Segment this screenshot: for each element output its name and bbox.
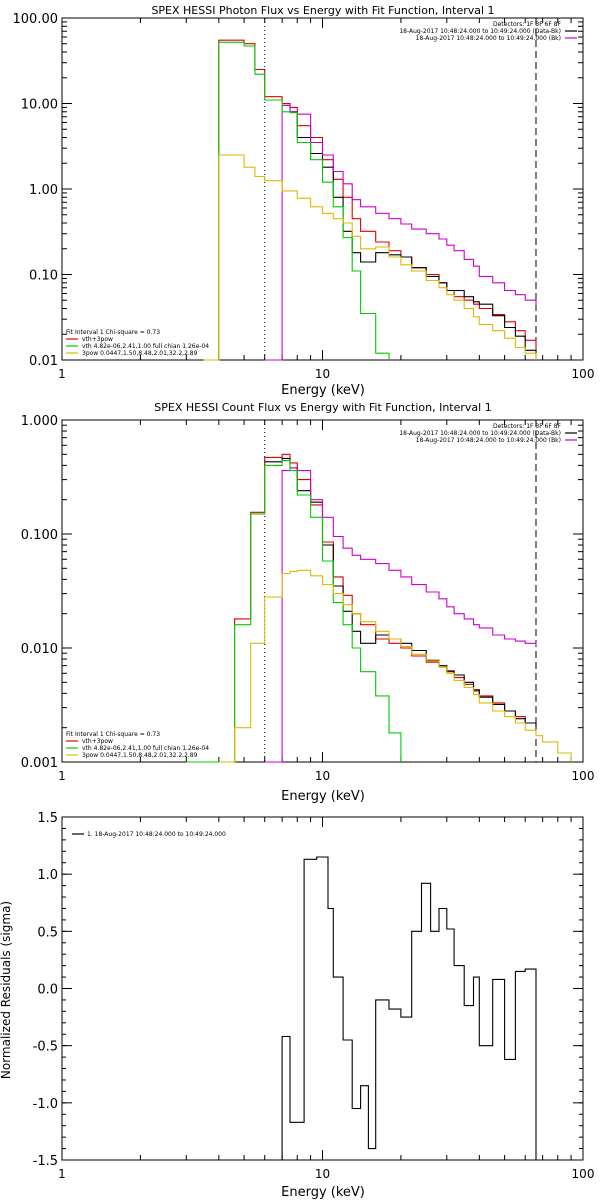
series-line: [203, 154, 537, 361]
legend-entry-text: 18-Aug-2017 10:48:24.000 to 10:49:24.000…: [399, 430, 561, 437]
y-tick-label: 1.000: [21, 414, 58, 429]
y-tick-label: 10.00: [21, 98, 58, 113]
legend-entry-text: Detectors: 1F 3F 6F 8F: [493, 21, 562, 28]
x-tick-label: 100: [572, 1167, 595, 1181]
series-line: [203, 39, 537, 361]
legend-entry-text: vth 4.82e-06,2.41,1.00 full chian 1.26e-…: [82, 745, 209, 752]
y-tick-label: 1.0: [37, 868, 58, 883]
y-tick-label: 100.00: [13, 12, 59, 27]
series-line: [264, 856, 537, 1161]
y-tick-label: 0.0: [37, 983, 58, 998]
y-tick-label: -1.5: [33, 1154, 58, 1169]
count-flux-chart: SPEX HESSI Count Flux vs Energy with Fit…: [21, 401, 595, 804]
plot-frame: [61, 17, 584, 361]
series-line: [264, 467, 537, 763]
chart-title: SPEX HESSI Photon Flux vs Energy with Fi…: [151, 4, 494, 17]
photon-flux-chart: SPEX HESSI Photon Flux vs Energy with Fi…: [13, 4, 595, 398]
x-tick-label: 100: [572, 769, 595, 783]
x-axis-label: Energy (keV): [281, 1185, 365, 1200]
x-tick-label: 100: [572, 367, 595, 381]
y-tick-label: 0.100: [21, 528, 58, 543]
series-line: [264, 457, 537, 728]
legend-entry-text: vth 4.82e-06,2.41,1.00 full chian 1.26e-…: [82, 343, 209, 350]
series-line: [186, 460, 402, 763]
x-tick-label: 10: [315, 367, 330, 381]
x-tick-label: 1: [58, 1167, 66, 1181]
legend-entry-text: 18-Aug-2017 10:48:24.000 to 10:49:24.000…: [416, 35, 561, 42]
legend-entry-text: 3pow 0.0447,1.50,8.48,2.01,32.2,2.89: [82, 350, 198, 357]
y-tick-label: 0.5: [37, 925, 58, 940]
legend-entry-text: Fit Interval 1 Chi-square = 0.73: [66, 731, 160, 738]
legend-entry-text: vth+3pow: [82, 336, 113, 343]
legend-entry-text: Fit Interval 1 Chi-square = 0.73: [66, 329, 160, 336]
legend-entry-text: vth+3pow: [82, 738, 113, 745]
x-tick-label: 10: [315, 769, 330, 783]
series-line: [264, 104, 537, 361]
y-tick-label: -1.0: [33, 1097, 58, 1112]
x-axis-label: Energy (keV): [281, 789, 365, 804]
x-tick-label: 1: [58, 367, 66, 381]
y-axis-label: Normalized Residuals (sigma): [0, 901, 13, 1079]
y-tick-label: 1.00: [29, 183, 58, 198]
y-tick-label: 0.010: [21, 642, 58, 657]
series-line: [186, 453, 537, 763]
residuals-chart: Energy (keV) Normalized Residuals (sigma…: [0, 811, 594, 1200]
legend-entry-text: 18-Aug-2017 10:48:24.000 to 10:49:24.000…: [416, 437, 561, 444]
y-tick-label: -0.5: [33, 1040, 58, 1055]
y-tick-label: 0.10: [29, 269, 58, 284]
x-axis-label: Energy (keV): [281, 383, 365, 398]
legend-entry-text: Detectors: 1F 3F 6F 8F: [493, 423, 562, 430]
y-tick-label: 1.5: [37, 811, 58, 826]
series-line: [203, 41, 390, 361]
x-tick-label: 1: [58, 769, 66, 783]
y-tick-label: 0.001: [21, 756, 58, 771]
x-tick-label: 10: [315, 1167, 330, 1181]
series-line: [218, 569, 572, 763]
legend-entry-text: 18-Aug-2017 10:48:24.000 to 10:49:24.000…: [399, 28, 561, 35]
legend-entry-text: 3pow 0.0447,1.50,8.48,2.01,32.2,2.89: [82, 752, 198, 759]
series-line: [282, 104, 537, 360]
chart-title: SPEX HESSI Count Flux vs Energy with Fit…: [154, 401, 491, 414]
y-tick-label: 0.01: [29, 354, 58, 369]
legend-entry-text: 1. 18-Aug-2017 10:48:24.000 to 10:49:24.…: [87, 831, 226, 838]
